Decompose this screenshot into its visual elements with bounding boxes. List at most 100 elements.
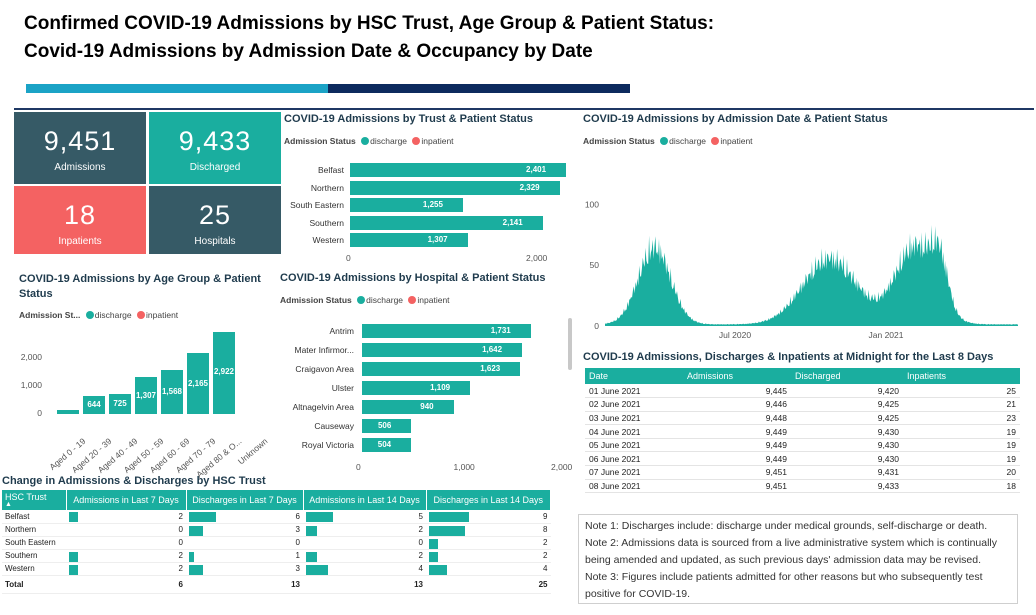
age-bar[interactable] (187, 353, 209, 414)
table-cell: 9,430 (791, 451, 903, 467)
cell-value: 3 (295, 525, 300, 534)
table-row: 08 June 2021 9,451 9,433 18 (585, 479, 1020, 494)
col-dis-7[interactable]: Discharges in Last 7 Days (186, 490, 304, 510)
table-cell: 9 (426, 510, 551, 524)
table-row: Belfast 2 6 5 9 (2, 510, 551, 524)
occupancy-table: Date Admissions Discharged Inpatients 01… (585, 368, 1020, 494)
hospital-bar[interactable]: 1,109 (362, 381, 471, 395)
kpi-admissions[interactable]: 9,451 Admissions (14, 112, 146, 184)
note-label: Note 3: (585, 571, 619, 583)
table-cell: 2 (303, 523, 426, 537)
date-legend: Admission Status discharge inpatient (583, 136, 753, 146)
trust-xtick: 0 (346, 253, 351, 263)
date-xtick: Jan 2021 (869, 330, 904, 340)
discharge-dot-icon (660, 137, 669, 145)
trust-legend: Admission Status discharge inpatient (284, 136, 454, 146)
kpi-inpatients[interactable]: 18 Inpatients (14, 186, 146, 254)
col-hsc-trust-label: HSC Trust (5, 492, 47, 502)
col-date[interactable]: Date (585, 368, 683, 384)
title-line-1: Confirmed COVID-19 Admissions by HSC Tru… (24, 13, 715, 34)
age-title-l2: Status (19, 288, 53, 300)
kpi-label: Discharged (189, 162, 241, 173)
hospital-label: Craigavon Area (295, 364, 354, 374)
legend-discharge[interactable]: discharge (669, 136, 707, 146)
trust-bar[interactable]: 2,329 (350, 180, 560, 195)
table-cell: 9,420 (791, 384, 903, 399)
legend-discharge[interactable]: discharge (366, 295, 404, 305)
date-ytick: 50 (590, 260, 600, 270)
hospital-bar[interactable]: 940 (362, 400, 454, 414)
trust-label: South Eastern (290, 200, 344, 210)
data-bar (306, 512, 333, 522)
table-cell: 4 (426, 562, 551, 576)
table-cell: Northern (2, 523, 66, 537)
data-bar (306, 525, 317, 536)
age-bar[interactable] (161, 370, 183, 414)
table-cell: Belfast (2, 510, 66, 524)
table-cell: 9,449 (683, 424, 791, 439)
hospital-bar[interactable]: 506 (362, 419, 412, 433)
total-row: Total 6 13 13 25 (2, 575, 551, 594)
table-cell: 18 (903, 479, 1020, 494)
table-cell: 0 (66, 536, 186, 550)
kpi-hospitals[interactable]: 25 Hospitals (149, 186, 281, 254)
hospital-label: Causeway (314, 421, 354, 431)
table-row: Western 2 3 4 4 (2, 562, 551, 576)
trust-bar[interactable]: 1,255 (350, 198, 463, 212)
inpatient-dot-icon (408, 296, 417, 304)
table-cell: South Eastern (2, 536, 66, 550)
age-bar-label: 725 (113, 398, 127, 408)
kpi-discharged[interactable]: 9,433 Discharged (149, 112, 281, 184)
legend-inpatient[interactable]: inpatient (417, 295, 450, 305)
change-table: HSC Trust ▲ Admissions in Last 7 Days Dis… (2, 490, 551, 594)
hospital-bar[interactable]: 1,623 (362, 362, 521, 376)
age-title-l1: COVID-19 Admissions by Age Group & Patie… (19, 273, 261, 285)
col-hsc-trust[interactable]: HSC Trust ▲ (2, 490, 67, 510)
hosp-scrollbar[interactable] (568, 318, 572, 370)
hospital-bar[interactable]: 504 (362, 438, 412, 452)
table-cell: 0 (186, 536, 303, 550)
table-cell: 2 (426, 536, 551, 550)
age-bar[interactable] (57, 409, 79, 414)
trust-bar[interactable]: 2,401 (350, 163, 567, 177)
divider (14, 108, 1034, 110)
hospital-bar[interactable]: 1,642 (362, 343, 523, 357)
admissions-area[interactable] (605, 225, 1018, 326)
col-adm-14[interactable]: Admissions in Last 14 Days (303, 490, 427, 510)
legend-discharge[interactable]: discharge (94, 310, 132, 320)
legend-inpatient[interactable]: inpatient (421, 136, 454, 146)
trust-bar[interactable]: 1,307 (350, 233, 468, 247)
legend-discharge[interactable]: discharge (370, 136, 408, 146)
age-bar[interactable] (83, 395, 105, 414)
occupancy-title: COVID-19 Admissions, Discharges & Inpati… (583, 351, 994, 363)
hospital-bar[interactable]: 1,731 (362, 324, 531, 338)
trust-bar[interactable]: 2,141 (350, 215, 543, 230)
note-3: Note 3: Figures include patients admitte… (585, 569, 1011, 603)
legend-inpatient[interactable]: inpatient (146, 310, 179, 320)
table-cell: 9,430 (791, 424, 903, 439)
table-cell: 19 (903, 451, 1020, 467)
table-cell: 5 (303, 510, 426, 524)
col-inpatients[interactable]: Inpatients (903, 368, 1020, 384)
col-adm-7[interactable]: Admissions in Last 7 Days (66, 490, 187, 510)
table-cell: 9,449 (683, 438, 791, 453)
age-bar[interactable] (213, 332, 235, 414)
col-dis-14[interactable]: Discharges in Last 14 Days (426, 490, 551, 510)
legend-inpatient[interactable]: inpatient (720, 136, 753, 146)
table-row: Southern 2 1 2 2 (2, 549, 551, 563)
col-discharged[interactable]: Discharged (791, 368, 903, 384)
age-bar[interactable] (109, 393, 131, 414)
total-value: 13 (303, 575, 426, 594)
sort-up-icon: ▲ (5, 501, 12, 508)
col-admissions[interactable]: Admissions (683, 368, 791, 384)
data-bar (429, 512, 469, 522)
table-row: 01 June 2021 9,445 9,420 25 (585, 384, 1020, 399)
table-row: South Eastern 0 0 0 2 (2, 536, 551, 550)
data-bar (189, 512, 216, 522)
table-cell: 20 (903, 465, 1020, 480)
cell-value: 2 (543, 551, 548, 560)
table-cell: 2 (303, 549, 426, 563)
inpatient-dot-icon (137, 311, 146, 319)
age-bar[interactable] (135, 377, 157, 414)
table-row: 04 June 2021 9,449 9,430 19 (585, 424, 1020, 439)
